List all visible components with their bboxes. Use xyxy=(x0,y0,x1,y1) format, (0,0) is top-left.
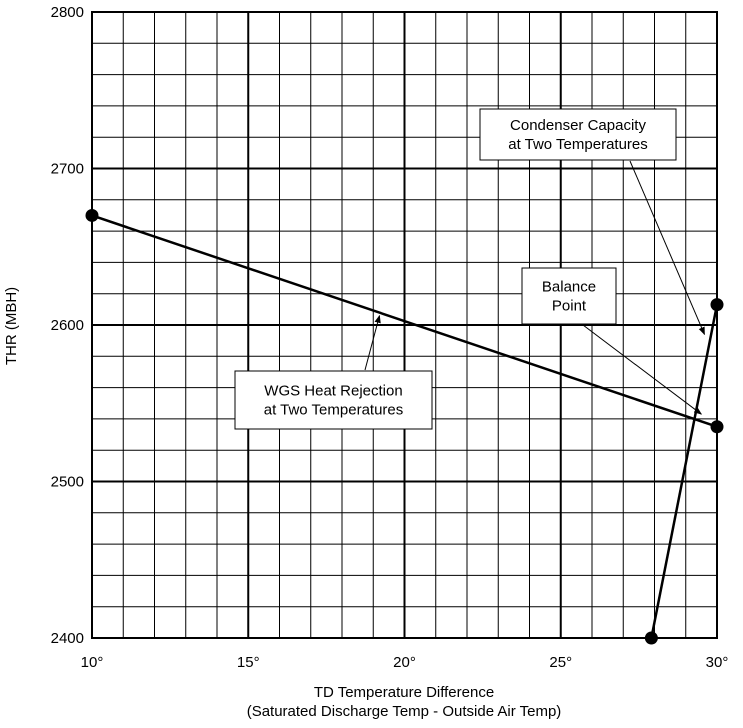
data-point xyxy=(644,631,658,645)
annotation-text: Condenser Capacity xyxy=(510,117,646,134)
y-tick-label: 2800 xyxy=(51,4,84,21)
x-axis-sublabel: (Saturated Discharge Temp - Outside Air … xyxy=(247,703,562,720)
data-point xyxy=(85,208,99,222)
annotation-box xyxy=(521,267,617,325)
x-tick-label: 10° xyxy=(81,654,104,671)
annotation-arrow xyxy=(629,160,705,336)
annotation-callout: Balance Point xyxy=(521,267,703,415)
y-tick-label: 2600 xyxy=(51,317,84,334)
y-tick-label: 2700 xyxy=(51,161,84,178)
x-axis-label: TD Temperature Difference xyxy=(314,684,494,701)
x-tick-label: 25° xyxy=(549,654,572,671)
x-tick-label: 20° xyxy=(393,654,416,671)
annotations: Condenser Capacity at Two Temperatures Bal… xyxy=(234,108,705,430)
annotation-arrow xyxy=(582,324,703,415)
annotation-callout: WGS Heat Rejection at Two Temperatures xyxy=(234,314,433,430)
grid xyxy=(91,11,718,639)
axis-ticks: 10° 15° 20° 25° 30° 2400 2500 2600 2700 2800 xyxy=(51,4,729,671)
y-axis-label: THR (MBH) xyxy=(3,287,20,365)
x-tick-label: 30° xyxy=(706,654,729,671)
annotation-text: Point xyxy=(552,298,587,315)
annotation-text: Balance xyxy=(542,279,596,296)
series-line-2 xyxy=(650,304,719,639)
x-tick-label: 15° xyxy=(237,654,260,671)
annotation-text: WGS Heat Rejection xyxy=(264,383,402,400)
annotation-box xyxy=(234,370,433,430)
series-line-1 xyxy=(91,214,718,428)
annotation-text: at Two Temperatures xyxy=(508,136,648,153)
series xyxy=(85,208,724,645)
plot-frame xyxy=(91,11,718,639)
data-point xyxy=(710,420,724,434)
annotation-arrow xyxy=(364,314,381,371)
annotation-callout: Condenser Capacity at Two Temperatures xyxy=(479,108,705,336)
data-point xyxy=(710,298,724,312)
annotation-box xyxy=(479,108,677,161)
annotation-text: at Two Temperatures xyxy=(264,402,404,419)
y-tick-label: 2500 xyxy=(51,474,84,491)
y-tick-label: 2400 xyxy=(51,630,84,647)
